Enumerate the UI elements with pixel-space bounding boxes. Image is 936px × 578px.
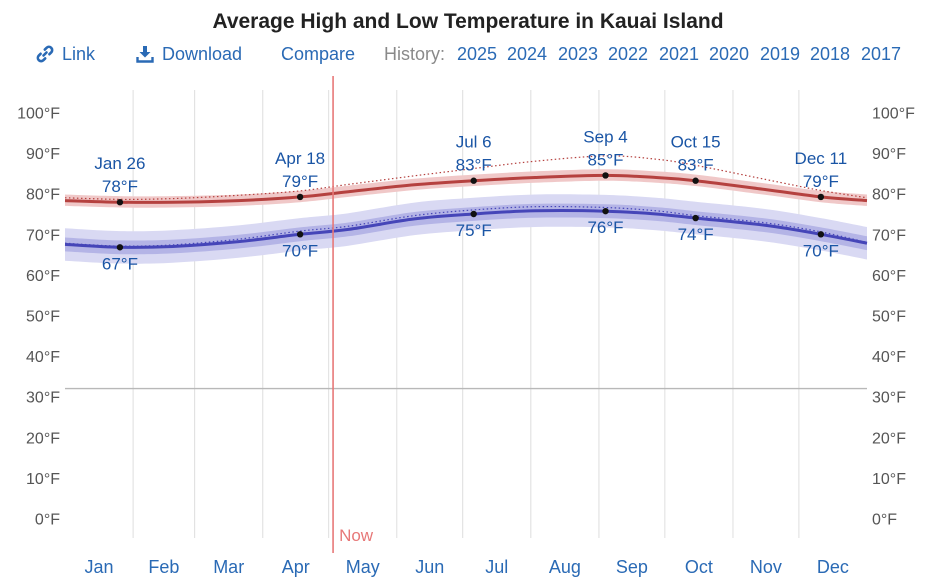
month-label: Dec <box>817 557 849 577</box>
annotation-point <box>116 244 124 251</box>
annotation-point <box>602 172 609 179</box>
month-label: Sep <box>616 557 648 577</box>
y-tick-label-right: 90°F <box>872 146 906 163</box>
month-label: Mar <box>213 557 244 577</box>
now-marker-label: Now <box>339 526 374 545</box>
y-tick-label-left: 0°F <box>35 512 60 529</box>
month-label: Feb <box>148 557 179 577</box>
y-tick-label-left: 80°F <box>26 187 60 204</box>
annotation-value-label: 79°F <box>803 172 839 191</box>
link-button[interactable]: Link <box>36 44 95 65</box>
annotation-point <box>296 193 304 201</box>
annotation-value-label: 67°F <box>102 254 138 273</box>
annotation-date-label: Sep 4 <box>583 127 627 146</box>
history-year-2019[interactable]: 2019 <box>760 44 801 64</box>
history-year-2018[interactable]: 2018 <box>810 44 851 64</box>
month-label: May <box>346 557 380 577</box>
y-tick-label-left: 100°F <box>17 106 60 123</box>
low-temp-dotted-line <box>64 205 868 247</box>
history-year-2024[interactable]: 2024 <box>507 44 548 64</box>
history-year-2023[interactable]: 2023 <box>558 44 599 64</box>
download-icon <box>136 46 154 63</box>
month-label: Aug <box>549 557 581 577</box>
y-tick-label-right: 0°F <box>872 512 897 529</box>
annotation-point <box>692 214 699 222</box>
y-tick-label-left: 30°F <box>26 390 60 407</box>
y-tick-label-right: 20°F <box>872 430 906 447</box>
month-label: Apr <box>282 557 310 577</box>
annotation-value-label: 75°F <box>456 221 492 240</box>
annotation-point <box>470 210 477 218</box>
chart-toolbar: Link Download Compare History: 2025 2024… <box>0 44 936 70</box>
history-year-2017[interactable]: 2017 <box>861 44 902 64</box>
annotation-point <box>817 193 825 201</box>
annotation-value-label: 83°F <box>456 156 492 175</box>
download-button[interactable]: Download <box>136 44 242 65</box>
annotation-value-label: 70°F <box>282 241 318 260</box>
annotation-value-label: 85°F <box>587 150 623 169</box>
y-tick-label-left: 40°F <box>26 349 60 366</box>
month-label: Nov <box>750 557 782 577</box>
annotation-value-label: 76°F <box>587 218 623 237</box>
annotation-value-label: 78°F <box>102 177 138 196</box>
annotation-point <box>602 207 609 215</box>
link-icon <box>36 45 54 63</box>
annotation-value-label: 74°F <box>678 225 714 244</box>
month-label: Oct <box>685 557 713 577</box>
y-tick-label-left: 50°F <box>26 309 60 326</box>
annotation-point <box>817 231 825 238</box>
annotation-point <box>296 231 304 238</box>
y-tick-label-left: 70°F <box>26 227 60 244</box>
y-tick-label-right: 10°F <box>872 471 906 488</box>
y-tick-label-right: 50°F <box>872 309 906 326</box>
chart-title: Average High and Low Temperature in Kaua… <box>212 10 724 33</box>
annotation-point <box>692 177 699 184</box>
y-tick-label-right: 70°F <box>872 227 906 244</box>
history-year-2021[interactable]: 2021 <box>659 44 700 64</box>
link-label: Link <box>62 44 96 64</box>
y-tick-label-right: 60°F <box>872 268 906 285</box>
high-temp-dotted-line <box>64 155 868 201</box>
annotation-value-label: 79°F <box>282 172 318 191</box>
history-year-2022[interactable]: 2022 <box>608 44 649 64</box>
month-label: Jan <box>85 557 114 577</box>
annotation-value-label: 70°F <box>803 241 839 260</box>
y-tick-label-right: 80°F <box>872 187 906 204</box>
annotation-date-label: Jul 6 <box>456 133 492 152</box>
download-label: Download <box>162 44 243 64</box>
month-label: Jun <box>415 557 444 577</box>
history-year-2025[interactable]: 2025 <box>457 44 498 64</box>
annotation-date-label: Dec 11 <box>795 149 848 168</box>
compare-button[interactable]: Compare <box>281 44 356 64</box>
annotation-date-label: Apr 18 <box>275 149 325 168</box>
y-tick-label-right: 40°F <box>872 349 906 366</box>
y-tick-label-left: 90°F <box>26 146 60 163</box>
y-tick-label-right: 100°F <box>872 106 915 123</box>
month-label: Jul <box>485 557 508 577</box>
history-label: History: <box>384 44 446 64</box>
history-year-2020[interactable]: 2020 <box>709 44 750 64</box>
y-tick-label-right: 30°F <box>872 390 906 407</box>
annotation-date-label: Jan 26 <box>94 154 145 173</box>
y-tick-label-left: 60°F <box>26 268 60 285</box>
y-tick-label-left: 20°F <box>26 430 60 447</box>
annotation-point <box>470 177 477 184</box>
annotation-date-label: Oct 15 <box>671 133 721 152</box>
annotation-point <box>116 199 124 206</box>
annotation-value-label: 83°F <box>678 156 714 175</box>
y-tick-label-left: 10°F <box>26 471 60 488</box>
